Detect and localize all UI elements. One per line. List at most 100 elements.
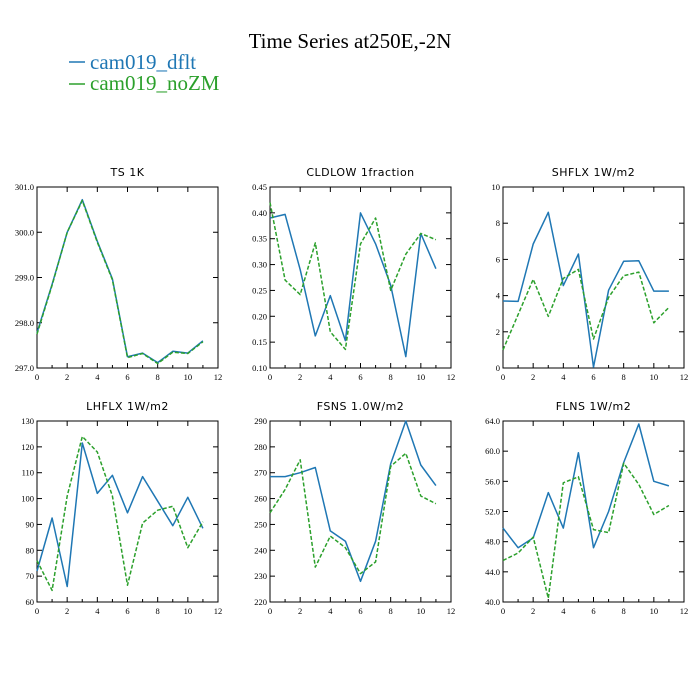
panel-title-ts: TS 1K [110,166,145,179]
plot-frame-flns [502,420,685,603]
panel-title-shflx: SHFLX 1W/m2 [552,166,636,179]
y-tick-label-shflx: 6 [496,254,500,264]
figure-title: Time Series at250E,-2N [249,29,452,53]
x-tick-label-flns: 12 [680,606,689,616]
panel-lhflx: LHFLX 1W/m2 0 2 4 6 8 10 12 60 70 80 90 100 110 120 130 [21,400,222,616]
x-tick-label-fsns: 0 [268,606,272,616]
y-tick-label-cldlow: 0.15 [252,337,267,347]
y-tick-label-lhflx: 60 [26,597,35,607]
y-tick-label-ts: 300.0 [15,227,34,237]
series-line-dflt-flns [502,423,670,549]
panel-flns: FLNS 1W/m2 0 2 4 6 8 10 12 40.0 44.0 48.0 52.0 56.0 6… [485,400,688,616]
y-tick-label-lhflx: 110 [22,468,34,478]
x-tick-label-fsns: 10 [417,606,426,616]
plot-frame-fsns [269,420,452,603]
x-tick-label-ts: 12 [214,372,223,382]
x-tick-label-lhflx: 8 [156,606,160,616]
x-tick-label-flns: 6 [591,606,595,616]
series-line-dflt-shflx [502,211,669,368]
x-tick-label-ts: 0 [35,372,39,382]
series-line-nozm-flns [502,462,670,599]
y-tick-label-shflx: 2 [496,327,500,337]
x-tick-label-cldlow: 10 [417,372,426,382]
legend-label-nozm: cam019_noZM [90,71,220,95]
y-tick-label-fsns: 270 [254,468,267,478]
y-tick-label-lhflx: 130 [21,416,34,426]
panel-title-fsns: FSNS 1.0W/m2 [317,400,405,413]
x-tick-label-lhflx: 6 [125,606,129,616]
series-line-nozm-lhflx [36,435,204,592]
y-tick-label-fsns: 260 [254,494,267,504]
y-tick-label-cldlow: 0.20 [252,311,267,321]
x-tick-label-shflx: 6 [591,372,595,382]
y-tick-label-shflx: 0 [496,363,500,373]
legend-item-dflt: cam019_dflt [69,50,196,74]
x-tick-label-ts: 2 [65,372,69,382]
y-tick-label-cldlow: 0.30 [252,260,267,270]
y-tick-label-shflx: 4 [496,291,501,301]
y-tick-label-cldlow: 0.40 [252,208,267,218]
y-tick-label-ts: 298.0 [15,318,34,328]
x-tick-label-cldlow: 8 [389,372,393,382]
y-tick-label-lhflx: 80 [26,545,35,555]
x-tick-label-fsns: 6 [358,606,362,616]
y-tick-label-lhflx: 120 [21,442,34,452]
y-tick-label-flns: 60.0 [485,446,500,456]
x-tick-label-cldlow: 12 [447,372,456,382]
legend: cam019_dflt cam019_noZM [69,50,220,95]
x-tick-label-shflx: 12 [680,372,689,382]
series-line-dflt-cldlow [269,212,437,358]
x-tick-label-flns: 8 [622,606,626,616]
y-tick-label-flns: 64.0 [485,416,500,426]
panel-title-lhflx: LHFLX 1W/m2 [86,400,169,413]
y-tick-label-cldlow: 0.25 [252,285,267,295]
y-tick-label-ts: 301.0 [15,182,34,192]
y-tick-label-flns: 56.0 [485,476,500,486]
x-tick-label-ts: 6 [125,372,129,382]
x-tick-label-shflx: 2 [531,372,535,382]
series-line-dflt-lhflx [36,442,204,588]
x-tick-label-lhflx: 4 [95,606,100,616]
y-tick-label-lhflx: 90 [26,519,35,529]
x-tick-label-lhflx: 12 [214,606,223,616]
y-tick-label-lhflx: 70 [26,571,35,581]
x-tick-label-flns: 4 [561,606,566,616]
x-tick-label-shflx: 8 [622,372,626,382]
y-tick-label-flns: 48.0 [485,537,500,547]
y-tick-label-flns: 40.0 [485,597,500,607]
x-tick-label-lhflx: 2 [65,606,69,616]
y-tick-label-ts: 299.0 [15,273,34,283]
y-tick-label-cldlow: 0.10 [252,363,267,373]
panel-ts: TS 1K 0 2 4 6 8 10 12 297.0 298.0 299.0 300.0 301.0 [15,166,222,382]
series-line-nozm-ts [36,199,204,365]
x-tick-label-lhflx: 10 [184,606,193,616]
x-tick-label-shflx: 10 [650,372,659,382]
x-tick-label-ts: 4 [95,372,100,382]
y-tick-label-flns: 44.0 [485,567,500,577]
panel-shflx: SHFLX 1W/m2 0 2 4 6 8 10 12 0 2 4 6 8 10 [492,166,689,382]
y-tick-label-fsns: 230 [254,571,267,581]
y-tick-label-lhflx: 100 [21,494,34,504]
legend-item-nozm: cam019_noZM [69,71,220,95]
panel-fsns: FSNS 1.0W/m2 0 2 4 6 8 10 12 220 230 240 250 260 270 2… [254,400,455,616]
y-tick-label-cldlow: 0.35 [252,234,267,244]
panel-title-cldlow: CLDLOW 1fraction [306,166,414,179]
y-tick-label-cldlow: 0.45 [252,182,267,192]
panel-cldlow: CLDLOW 1fraction 0 2 4 6 8 10 12 0.10 0.15 0.20 0.2… [252,166,455,382]
y-tick-label-ts: 297.0 [15,363,34,373]
x-tick-label-fsns: 12 [447,606,456,616]
x-tick-label-fsns: 4 [328,606,333,616]
x-tick-label-cldlow: 4 [328,372,333,382]
x-tick-label-flns: 0 [501,606,505,616]
y-tick-label-shflx: 10 [492,182,501,192]
x-tick-label-cldlow: 6 [358,372,362,382]
x-tick-label-ts: 8 [156,372,160,382]
x-tick-label-shflx: 4 [561,372,566,382]
y-tick-label-flns: 52.0 [485,507,500,517]
x-tick-label-shflx: 0 [501,372,505,382]
x-tick-label-flns: 2 [531,606,535,616]
panels: TS 1K 0 2 4 6 8 10 12 297.0 298.0 299.0 300.0 301.0 C… [15,166,688,616]
x-tick-label-fsns: 8 [389,606,393,616]
x-tick-label-flns: 10 [650,606,659,616]
